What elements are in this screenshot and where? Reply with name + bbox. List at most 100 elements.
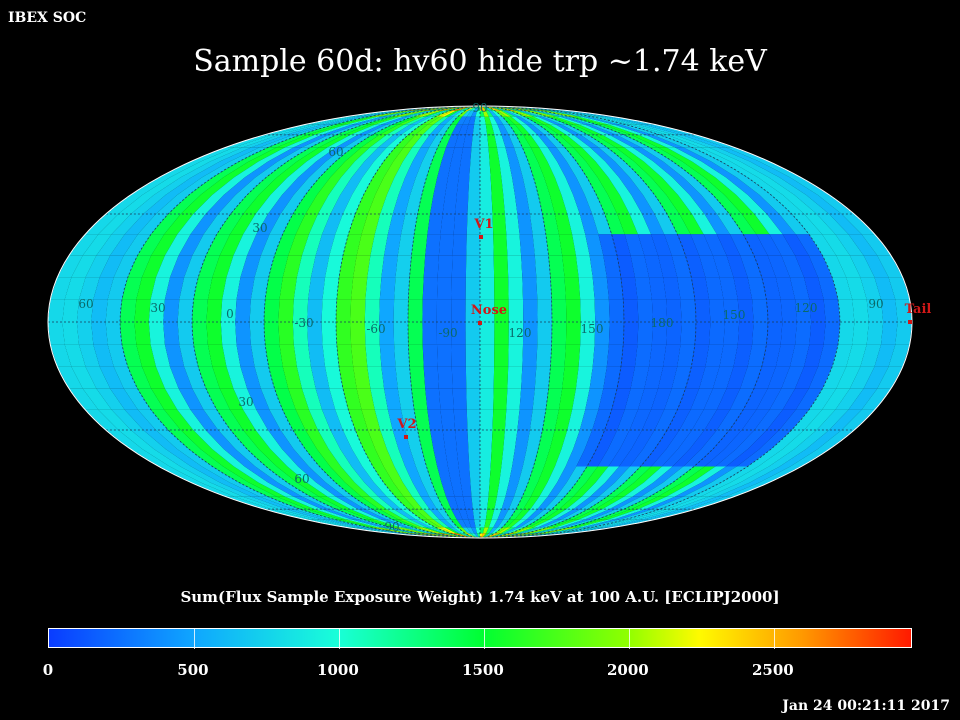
- map-cell: [493, 116, 504, 125]
- map-cell: [296, 366, 316, 389]
- map-cell: [212, 366, 234, 389]
- map-cell: [759, 161, 801, 178]
- map-cell: [838, 299, 855, 322]
- map-cell: [624, 234, 645, 256]
- map-cell: [486, 107, 495, 111]
- map-cell: [522, 177, 539, 195]
- map-cell: [405, 430, 422, 449]
- map-cell: [737, 299, 754, 322]
- map-cell: [524, 116, 545, 125]
- map-cell: [282, 214, 306, 235]
- map-cell: [725, 482, 770, 497]
- map-cell: [315, 234, 336, 256]
- map-cell: [595, 134, 624, 148]
- map-cell: [511, 116, 527, 125]
- map-cell: [374, 214, 393, 235]
- map-cell: [560, 519, 592, 528]
- map-cell: [233, 466, 268, 483]
- map-cell: [518, 527, 543, 534]
- map-cell: [497, 116, 510, 125]
- map-cell: [123, 388, 152, 410]
- map-cell: [234, 496, 279, 510]
- map-cell: [542, 409, 559, 430]
- map-cell: [268, 482, 303, 497]
- map-cell: [624, 466, 652, 483]
- map-cell: [420, 496, 437, 510]
- map-cell: [493, 519, 504, 528]
- map-cell: [497, 124, 509, 135]
- marker-dot-tail: [908, 320, 912, 324]
- map-cell: [260, 234, 283, 256]
- map-cell: [381, 366, 398, 389]
- colorbar-tick: [483, 629, 485, 649]
- map-cell: [663, 277, 681, 300]
- map-cell: [156, 255, 179, 278]
- map-cell: [494, 134, 506, 148]
- map-cell: [492, 107, 507, 111]
- map-cell: [614, 124, 653, 135]
- map-cell: [288, 234, 309, 256]
- map-cell: [475, 110, 480, 117]
- map-cell: [383, 161, 403, 178]
- map-cell: [248, 147, 286, 162]
- map-cell: [96, 388, 125, 410]
- map-cell: [590, 147, 615, 162]
- map-cell: [393, 509, 416, 520]
- map-cell: [395, 255, 412, 278]
- map-cell: [563, 110, 609, 117]
- map-cell: [247, 234, 270, 256]
- map-cell: [789, 344, 810, 367]
- map-cell: [691, 277, 710, 300]
- map-cell: [239, 482, 277, 497]
- map-cell: [495, 107, 513, 111]
- map-cell: [480, 177, 492, 195]
- map-cell: [302, 388, 323, 410]
- map-cell: [177, 449, 213, 467]
- map-cell: [159, 161, 201, 178]
- map-cell: [235, 449, 266, 467]
- map-cell: [559, 496, 582, 510]
- map-cell: [537, 496, 557, 510]
- map-cell: [163, 299, 180, 322]
- map-cell: [498, 533, 519, 537]
- map-cell: [420, 134, 437, 148]
- map-cell: [528, 466, 545, 483]
- map-cell: [255, 161, 288, 178]
- map-cell: [399, 527, 430, 534]
- map-cell: [818, 344, 838, 367]
- map-cell: [463, 134, 473, 148]
- map-cell: [293, 177, 320, 195]
- map-cell: [611, 388, 631, 410]
- map-cell: [591, 124, 624, 135]
- map-cell: [724, 430, 755, 449]
- map-cell: [441, 147, 455, 162]
- map-cell: [630, 255, 649, 278]
- map-cell: [489, 161, 502, 178]
- map-cell: [268, 134, 308, 148]
- map-cell: [519, 388, 535, 410]
- map-cell: [184, 255, 207, 278]
- map-cell: [561, 195, 580, 214]
- map-cell: [580, 299, 596, 322]
- map-cell: [480, 409, 494, 430]
- map-cell: [113, 255, 138, 278]
- map-cell: [210, 482, 252, 497]
- map-cell: [532, 234, 549, 256]
- map-cell: [153, 449, 192, 467]
- map-cell: [384, 234, 402, 256]
- map-cell: [486, 110, 494, 117]
- map-cell: [259, 134, 300, 148]
- map-cell: [617, 409, 638, 430]
- map-cell: [597, 177, 620, 195]
- map-cell: [829, 409, 862, 430]
- map-cell: [274, 234, 296, 256]
- map-cell: [638, 134, 675, 148]
- map-cell: [512, 110, 534, 117]
- map-cell: [422, 124, 439, 135]
- map-cell: [403, 496, 423, 510]
- map-cell: [306, 482, 337, 497]
- map-cell: [689, 430, 717, 449]
- map-cell: [608, 124, 646, 135]
- map-cell: [704, 214, 730, 235]
- map-cell: [528, 519, 551, 528]
